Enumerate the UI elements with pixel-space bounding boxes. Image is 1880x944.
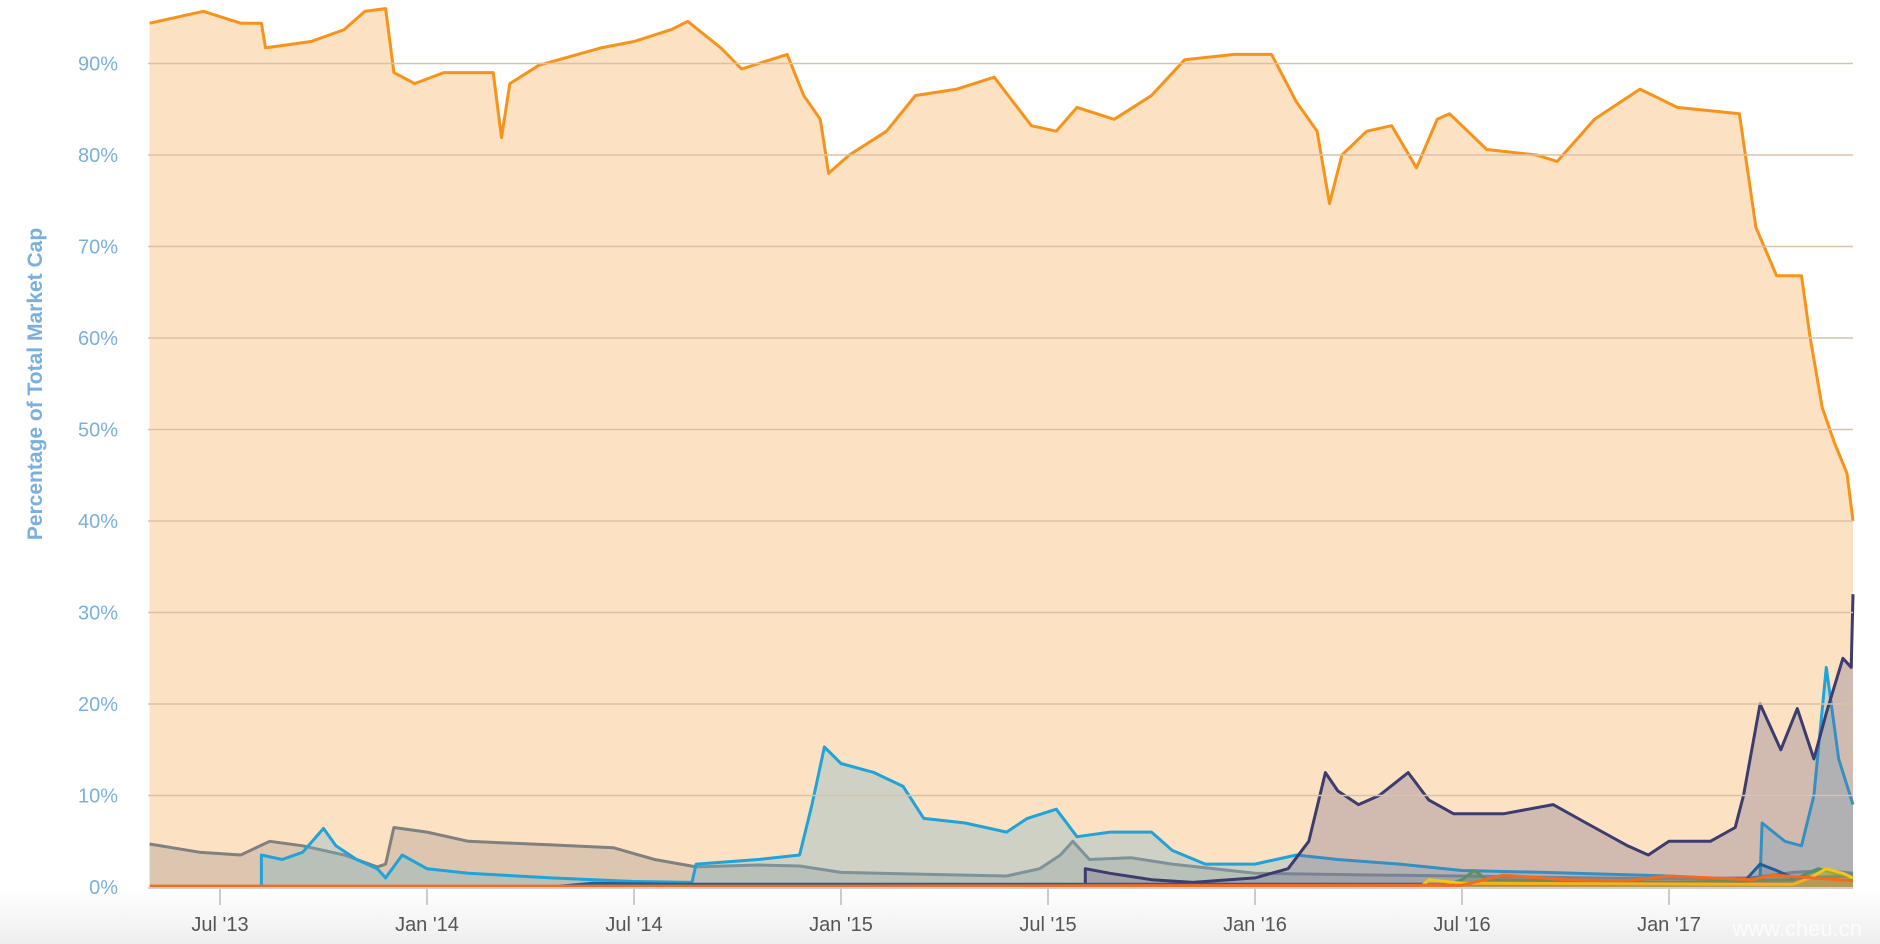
y-tick-label: 60% [78,328,118,350]
y-tick-label: 30% [78,603,118,625]
y-tick-label: 10% [78,786,118,808]
series-area-0 [149,8,1854,888]
x-tick-label: Jan '14 [395,914,459,936]
y-tick-label: 90% [78,54,118,76]
series-line-0 [149,7,1855,522]
y-tick-label: 50% [78,420,118,442]
x-tick-label: Jul '15 [1019,914,1076,936]
y-tick-label: 0% [89,877,118,899]
series-area-7 [149,875,1854,887]
gridlines [148,62,1853,797]
y-tick-label: 40% [78,511,118,533]
plot-area [149,7,1855,889]
x-tick-label: Jul '14 [605,914,662,936]
x-tick-label: Jan '17 [1637,914,1701,936]
y-axis-title: Percentage of Total Market Cap [24,228,47,540]
series-area-3 [1085,594,1853,887]
y-tick-label: 20% [78,694,118,716]
x-tick-label: Jan '16 [1223,914,1287,936]
watermark: www.cheu.cn [1731,916,1862,941]
y-tick-label: 70% [78,237,118,259]
y-tick-label: 80% [78,145,118,167]
series-line-7 [149,873,1854,888]
x-tick-label: Jul '13 [191,914,248,936]
series-area-1 [149,827,1854,887]
series-line-3 [1083,594,1855,887]
x-tick-label: Jan '15 [809,914,873,936]
series-line-6 [1419,867,1854,889]
series-area-2 [261,667,1853,887]
x-tick-label: Jul '16 [1433,914,1490,936]
series-line-5 [1440,867,1854,889]
x-axis: Jul '13 Jan '14 Jul '14 Jan '15 Jul '15 Jan '… [148,887,1853,936]
x-axis-background [0,888,1880,944]
y-axis: 0% 10% 20% 30% 40% 50% 60% 70% 80% 90% [78,54,118,900]
